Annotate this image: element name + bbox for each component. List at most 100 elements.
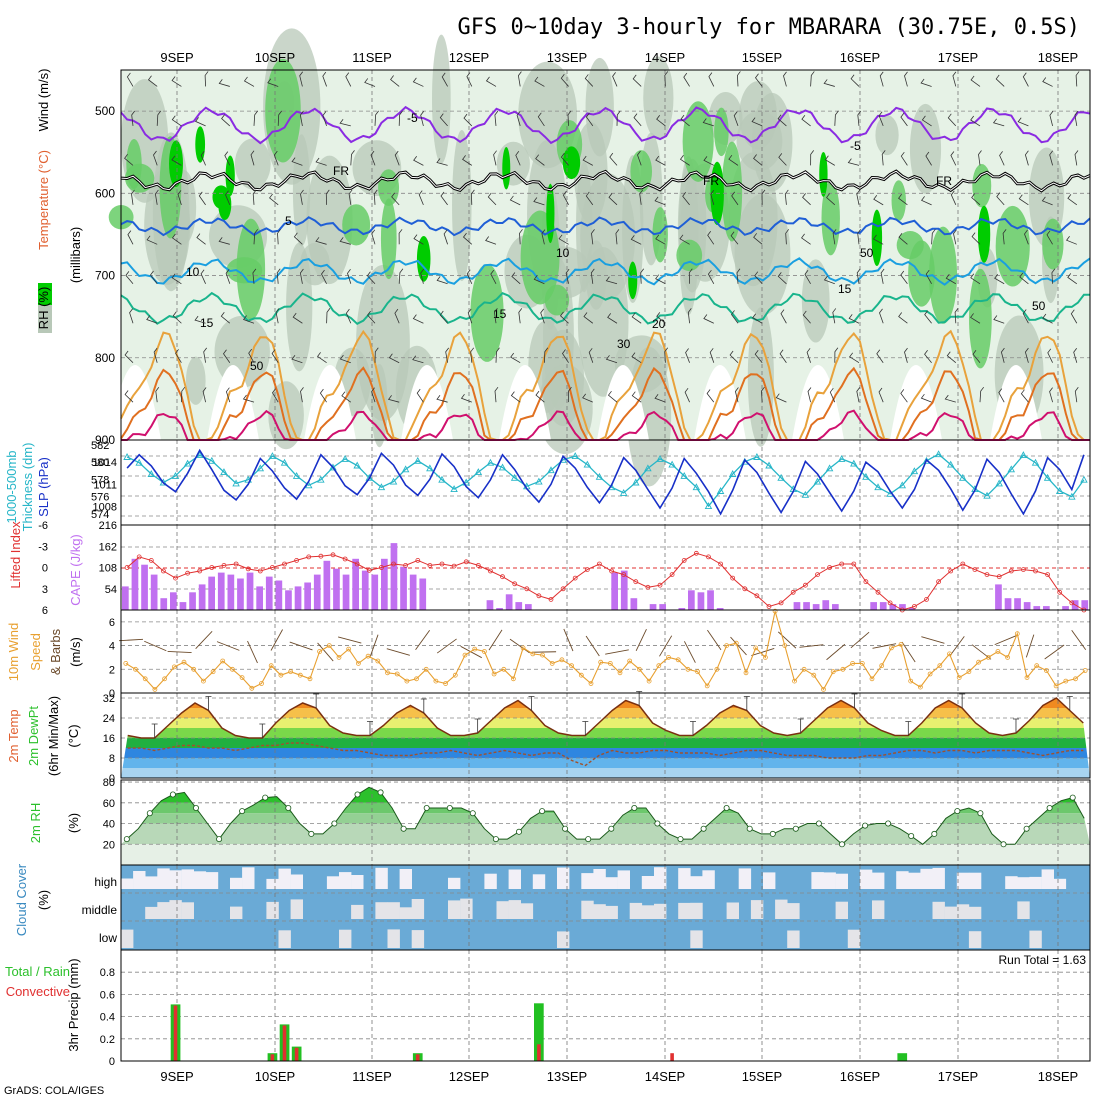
wind-barb [1041,196,1053,206]
wind-barb [1025,634,1035,658]
wind-speed-point [433,678,439,684]
li-point [257,568,263,574]
cape-bar [1081,600,1089,610]
wind-barb [898,312,908,324]
rh-region [627,346,672,487]
wind-speed-point [1044,668,1049,673]
wind-barb [898,194,908,206]
wind-barb [810,71,815,87]
wind-barb [950,151,957,166]
wind-barb [250,150,255,166]
cloud-cover-panel: high middle low [82,864,1091,951]
wind-barb [656,312,666,324]
cape-bar [246,572,254,610]
li-point [693,550,699,556]
cloud-cell [835,901,848,919]
thickness-point [389,477,398,485]
thickness-point [401,465,410,473]
cloud-cell [581,900,594,919]
wind-speed-point [656,663,662,669]
thickness-point [946,460,955,468]
wind-barb [1071,630,1087,650]
wind-barb [947,113,957,127]
rh-point [400,825,407,832]
cloud-cell [339,929,352,948]
wind-barb [124,154,134,166]
wind-barb [204,71,209,87]
temp2m-panel: 32 24 16 8 0 [103,691,1091,785]
rh-point [1046,805,1053,812]
li-point [681,558,687,563]
cape-bar [160,598,168,610]
thickness-point [595,472,604,480]
li-point [875,589,881,595]
wind-barb [1067,194,1078,206]
cape-bar [333,568,340,610]
cloud-label: Cloud Cover [14,863,29,936]
wind-barb [607,390,618,403]
thickness-point [208,456,216,464]
wind-barb [436,395,448,403]
rh-region [286,242,313,372]
wind-speed-point [326,643,332,648]
cloud-cell [205,872,219,889]
bottom-date-label: 14SEP [645,1069,685,1084]
wind-speed-point [598,659,604,665]
cloud-cell [968,872,982,889]
cape-bar [832,604,839,610]
cape-bar [659,604,666,610]
cape-bar [630,598,638,610]
rh-point [631,805,638,812]
wind-barb [632,74,642,87]
cape-bar [908,608,916,610]
wind-barb [832,308,837,324]
wind-barb [394,150,400,166]
wind-barb [709,348,715,363]
wind-barb [339,237,351,245]
cloud-cell [242,867,255,889]
wind-barb [971,193,981,206]
wind-barb [736,71,741,87]
wind-barb [655,155,666,166]
thickness-point [341,454,349,462]
cloud-cell [230,877,243,889]
wind-speed-point [481,649,487,654]
rh-point [331,820,338,827]
li-point [463,559,469,565]
wind-barb [510,391,521,403]
wind-barb [970,313,981,324]
cloud-cell [121,929,134,948]
cloud-cell [1017,877,1030,889]
wind-barb [565,268,570,284]
thickness-point [728,470,737,477]
rh-region [977,205,991,263]
thickness-point [1043,473,1052,481]
temp-band [121,758,1090,768]
cloud-cell [411,899,425,919]
slp-tick: 1008 [93,502,117,514]
wind-barb [289,641,313,651]
minmax-bar [151,723,158,738]
wind-barb [1074,150,1079,166]
wind-barb [276,268,281,284]
li-point [863,579,869,585]
cape-bar [179,602,187,610]
wind-barb [154,189,159,205]
rh-region [714,107,729,157]
cloud-cell [763,872,776,889]
wind-barb [823,275,835,285]
wind-speed-point [821,687,826,692]
wind-barb [127,230,134,245]
wind-barb [299,71,304,87]
li-point [960,561,966,567]
cloud-cell [157,902,170,919]
wind-barb [339,354,351,364]
wind-speed-point [811,672,817,678]
rh-region [891,180,906,222]
cloud-cell [944,906,958,919]
cloud-cell [278,930,291,948]
rh-region [470,263,504,362]
cloud-cell [678,868,691,889]
thickness-point [377,483,386,491]
wind-barb [218,237,230,245]
